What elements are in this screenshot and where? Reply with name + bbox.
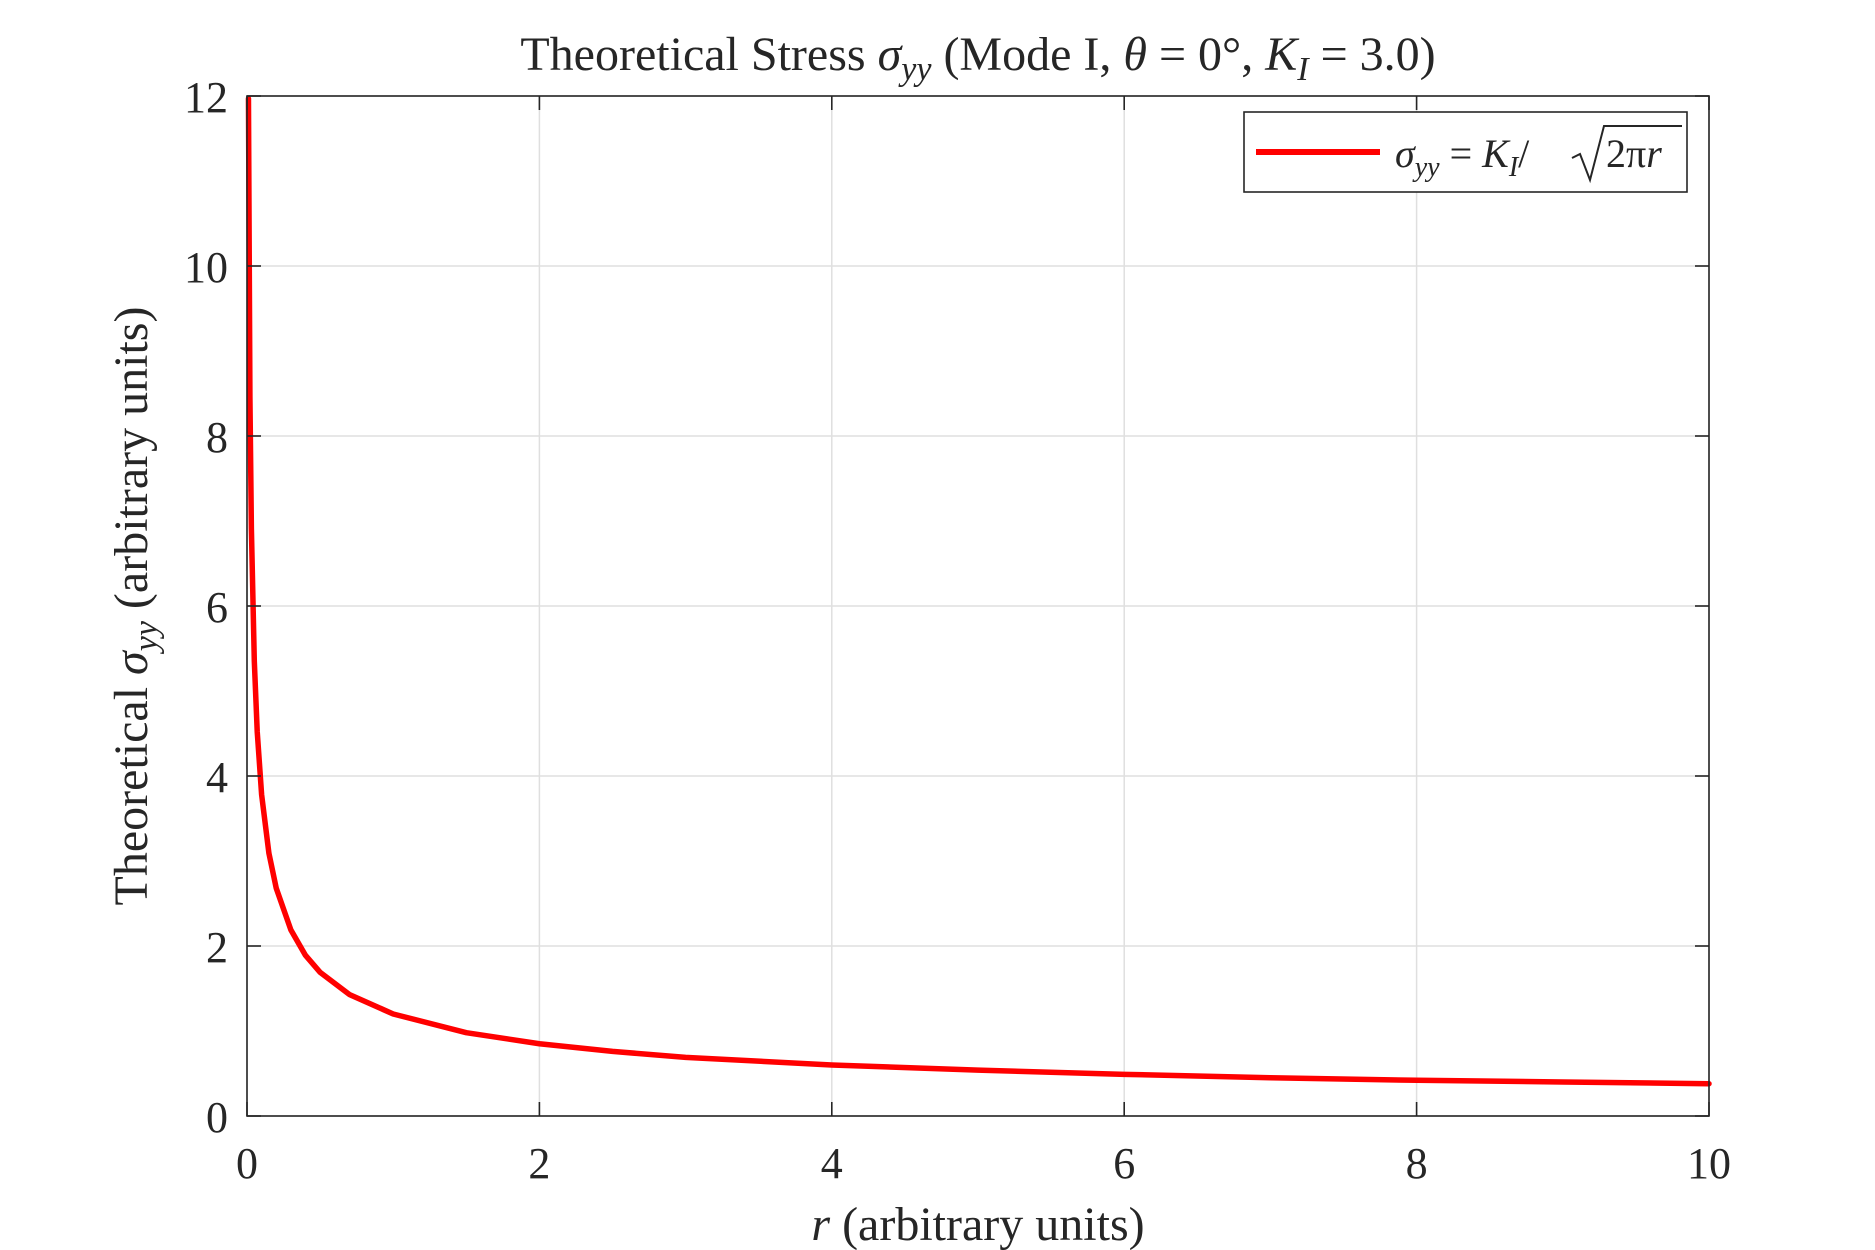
y-tick-label: 2	[206, 923, 228, 972]
series-line-sigma-yy	[245, 95, 1712, 1087]
x-tick-label: 8	[1406, 1139, 1428, 1188]
legend: σyy = KI/ 2πr	[1243, 111, 1688, 193]
tick-marks	[246, 95, 1710, 1117]
sqrt-radical-sign	[1571, 125, 1682, 184]
series-layer	[245, 95, 1712, 1087]
y-tick-label: 8	[206, 413, 228, 462]
y-tick-label: 12	[184, 73, 228, 122]
legend-radicand: 2πr	[1606, 131, 1662, 176]
y-axis-label: Theoretical σyy (arbitrary units)	[105, 307, 165, 906]
x-tick-label: 6	[1113, 1139, 1135, 1188]
y-tick-label: 6	[206, 583, 228, 632]
tick-labels: 0 2 4 6 8 10 0 2 4 6 8 10 12	[184, 73, 1731, 1188]
x-tick-label: 10	[1687, 1139, 1731, 1188]
y-tick-label: 0	[206, 1093, 228, 1142]
x-tick-label: 0	[236, 1139, 258, 1188]
x-axis-label: r (arbitrary units)	[811, 1198, 1144, 1250]
x-tick-label: 4	[821, 1139, 843, 1188]
y-tick-label: 10	[184, 243, 228, 292]
chart-title: Theoretical Stress σyy (Mode I, θ = 0°, …	[520, 28, 1435, 88]
y-tick-label: 4	[206, 753, 228, 802]
x-tick-label: 2	[528, 1139, 550, 1188]
legend-label: σyy = KI/	[1395, 131, 1530, 183]
